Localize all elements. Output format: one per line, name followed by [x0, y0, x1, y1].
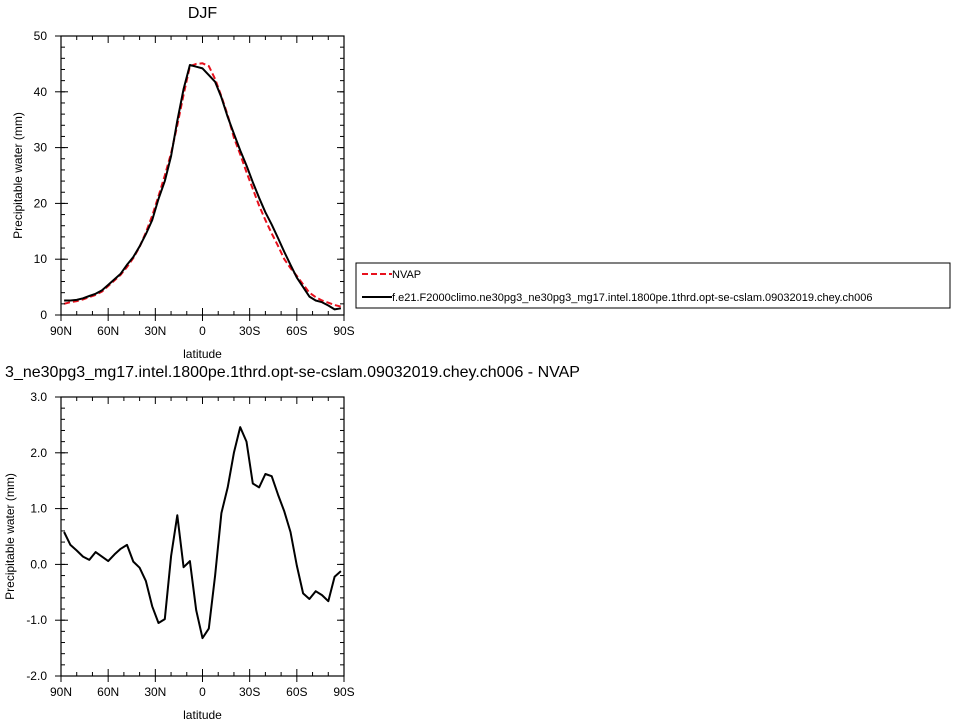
bottom-y-tick-label: 1.0 — [30, 502, 47, 516]
bottom-y-axis-label: Precipitable water (mm) — [3, 473, 17, 600]
top-x-tick-label: 60N — [97, 324, 119, 338]
top-x-tick-label: 30S — [239, 324, 260, 338]
top-series-line-0 — [63, 62, 342, 308]
bottom-x-tick-label: 30N — [144, 685, 166, 699]
bottom-x-axis-label: latitude — [183, 708, 222, 722]
top-y-tick-label: 10 — [34, 252, 48, 266]
legend: NVAP f.e21.F2000climo.ne30pg3_ne30pg3_mg… — [355, 262, 951, 309]
legend-box — [355, 262, 951, 309]
bottom-tick-group: 90N 60N 30N 0 30S 60S 90S -2.0 -1.0 0.0 1.0 2.0 3.0 — [26, 390, 354, 699]
top-x-tick-label: 90N — [50, 324, 72, 338]
bottom-chart-title: 3_ne30pg3_mg17.intel.1800pe.1thrd.opt-se… — [5, 364, 580, 381]
top-plot-frame — [60, 35, 345, 316]
bottom-x-tick-label: 60N — [97, 685, 119, 699]
top-x-axis-label: latitude — [183, 347, 222, 361]
bottom-y-tick-label: -2.0 — [26, 669, 47, 683]
top-x-tick-label: 30N — [144, 324, 166, 338]
bottom-y-tick-label: 3.0 — [30, 390, 47, 404]
bottom-series-group — [63, 426, 342, 640]
legend-label-nvap: NVAP — [392, 269, 421, 281]
bottom-series-line-0 — [63, 426, 342, 640]
bottom-x-tick-label: 90S — [333, 685, 354, 699]
bottom-y-tick-label: 0.0 — [30, 557, 47, 571]
bottom-y-tick-label: 2.0 — [30, 446, 47, 460]
bottom-x-tick-label: 0 — [199, 685, 206, 699]
top-x-tick-label: 60S — [286, 324, 307, 338]
top-y-tick-label: 30 — [34, 141, 48, 155]
top-y-tick-label: 40 — [34, 85, 48, 99]
top-chart-title: DJF — [188, 5, 218, 22]
top-x-tick-label: 90S — [333, 324, 354, 338]
top-x-tick-label: 0 — [199, 324, 206, 338]
top-series-line-1 — [64, 64, 342, 311]
bottom-y-tick-label: -1.0 — [26, 613, 47, 627]
top-y-tick-label: 50 — [34, 29, 48, 43]
top-series-group — [63, 62, 342, 311]
top-y-tick-label: 0 — [40, 308, 47, 322]
bottom-x-tick-label: 30S — [239, 685, 260, 699]
bottom-x-tick-label: 60S — [286, 685, 307, 699]
top-tick-group: 90N 60N 30N 0 30S 60S 90S 0 10 20 30 40 50 — [34, 29, 355, 338]
top-panel: DJF 90N 60N 30N 0 30S 60S 90S 0 10 20 30 40 50 latit… — [11, 5, 355, 361]
bottom-x-tick-label: 90N — [50, 685, 72, 699]
top-y-axis-label: Precipitable water (mm) — [11, 112, 25, 239]
legend-label-model: f.e21.F2000climo.ne30pg3_ne30pg3_mg17.in… — [392, 292, 872, 304]
top-y-tick-label: 20 — [34, 196, 48, 210]
bottom-panel: 3_ne30pg3_mg17.intel.1800pe.1thrd.opt-se… — [3, 364, 580, 722]
